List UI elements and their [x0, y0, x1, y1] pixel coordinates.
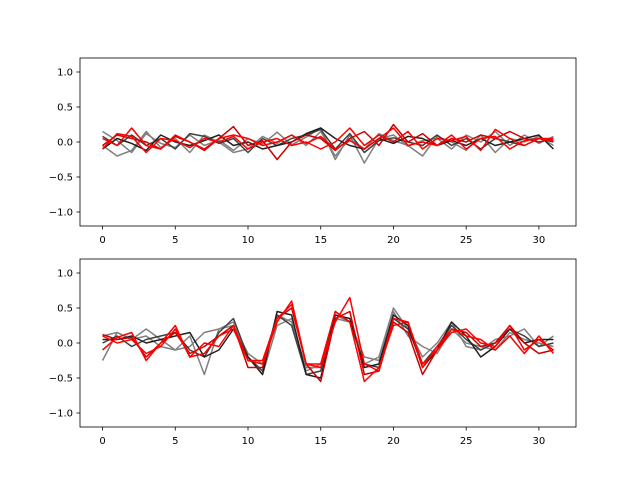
x-tick-label: 15 [314, 436, 327, 447]
y-tick-label: 1.0 [57, 269, 73, 280]
series-line-5 [102, 307, 554, 383]
y-tick-label: −0.5 [49, 374, 73, 385]
series-line-5 [102, 123, 554, 161]
series-line-6 [102, 300, 554, 383]
y-tick-label: −1.0 [49, 208, 73, 219]
plots: 0 5 10 15 20 25 30 −1.0 −0.5 0.0 0.5 1.0 0 5 10 15 20 25 3… [49, 57, 577, 447]
x-tick-label: 5 [172, 235, 178, 246]
series-line-7 [102, 296, 555, 372]
y-tick-label: 0.0 [57, 339, 73, 350]
subplot-1: 0 5 10 15 20 25 30 −1.0 −0.5 0.0 0.5 1.0 [49, 57, 577, 246]
x-tick-label: 5 [172, 436, 178, 447]
x-tick-label: 30 [533, 436, 546, 447]
subplot-2: 0 5 10 15 20 25 30 −1.0 −0.5 0.0 0.5 1.0 [49, 258, 577, 447]
x-tick-label: 25 [460, 436, 473, 447]
y-tick-label: 0.0 [57, 138, 73, 149]
x-tick-label: 10 [242, 235, 255, 246]
x-tick-label: 10 [242, 436, 255, 447]
x-tick-label: 30 [533, 235, 546, 246]
x-tick-label: 25 [460, 235, 473, 246]
x-tick-label: 15 [314, 235, 327, 246]
y-tick-label: 0.5 [57, 304, 73, 315]
series-line-7 [102, 127, 554, 150]
series-line-6 [102, 127, 554, 154]
x-tick-label: 0 [99, 436, 105, 447]
x-tick-label: 0 [99, 235, 105, 246]
y-tick-label: −1.0 [49, 409, 73, 420]
y-tick-label: 1.0 [57, 68, 73, 79]
y-tick-label: −0.5 [49, 173, 73, 184]
y-tick-label: 0.5 [57, 103, 73, 114]
x-tick-label: 20 [387, 436, 400, 447]
x-tick-label: 20 [387, 235, 400, 246]
